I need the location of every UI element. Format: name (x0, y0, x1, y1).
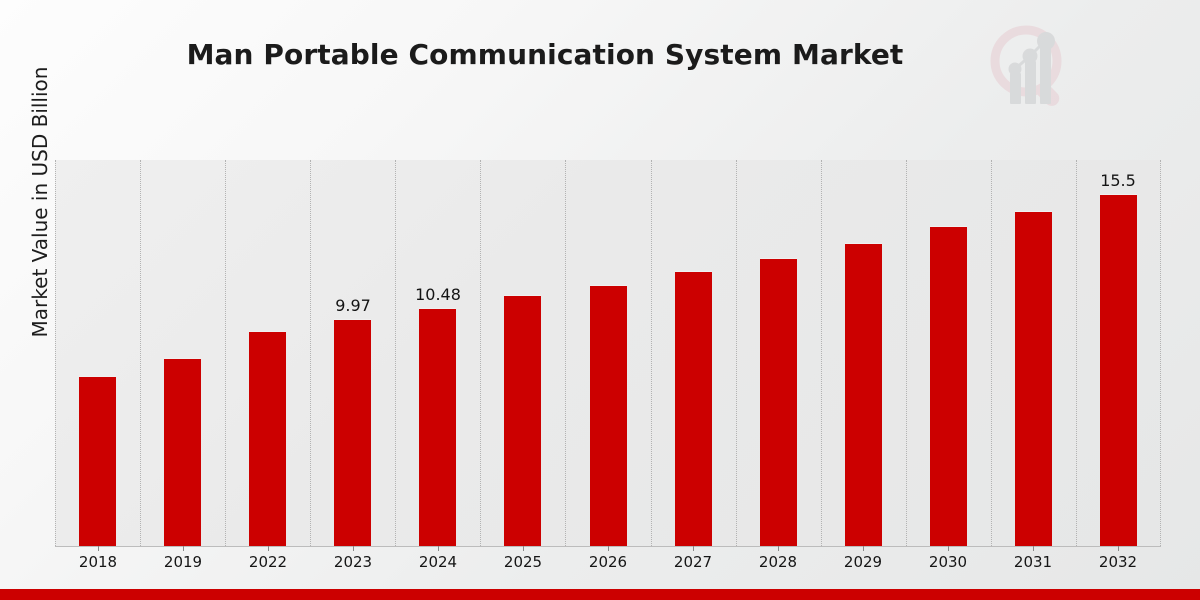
x-tick-2025 (523, 546, 524, 551)
bar-value-label-2023: 9.97 (335, 296, 371, 315)
x-tick-2032 (1118, 546, 1119, 551)
x-tick-2029 (863, 546, 864, 551)
x-axis-label-2022: 2022 (248, 553, 288, 571)
gridline (736, 160, 737, 546)
bar-2030[interactable] (930, 226, 967, 546)
gridline (480, 160, 481, 546)
gridline (1160, 160, 1161, 546)
x-axis-label-2032: 2032 (1098, 553, 1138, 571)
x-tick-2023 (353, 546, 354, 551)
bar-2024[interactable] (419, 308, 456, 546)
x-axis-label-2031: 2031 (1013, 553, 1053, 571)
bar-2019[interactable] (164, 358, 201, 546)
gridline (1076, 160, 1077, 546)
x-axis-label-2027: 2027 (673, 553, 713, 571)
gridline (565, 160, 566, 546)
x-axis-label-2024: 2024 (418, 553, 458, 571)
gridline (395, 160, 396, 546)
gridline (225, 160, 226, 546)
plot-area: 9.97 10.48 15.5 (55, 160, 1161, 547)
bar-2032[interactable] (1100, 194, 1137, 546)
bar-2018[interactable] (79, 376, 116, 546)
bar-2031[interactable] (1015, 211, 1052, 546)
x-tick-2030 (948, 546, 949, 551)
x-tick-2031 (1033, 546, 1034, 551)
bar-2029[interactable] (845, 243, 882, 546)
gridline (310, 160, 311, 546)
bar-2028[interactable] (760, 258, 797, 546)
page-title: Man Portable Communication System Market (186, 38, 904, 71)
bar-2023[interactable] (334, 319, 371, 546)
x-axis-label-2025: 2025 (503, 553, 543, 571)
gridline (55, 160, 56, 546)
x-axis-label-2026: 2026 (588, 553, 628, 571)
x-axis-label-2019: 2019 (163, 553, 203, 571)
bar-2025[interactable] (504, 295, 541, 546)
x-tick-2027 (693, 546, 694, 551)
gridline (821, 160, 822, 546)
x-tick-2024 (438, 546, 439, 551)
x-tick-2018 (98, 546, 99, 551)
gridline (651, 160, 652, 546)
x-tick-2026 (608, 546, 609, 551)
gridline (991, 160, 992, 546)
gridline (906, 160, 907, 546)
x-axis-label-2028: 2028 (758, 553, 798, 571)
gridline (140, 160, 141, 546)
footer-band (0, 589, 1200, 600)
x-tick-2019 (183, 546, 184, 551)
x-tick-2022 (268, 546, 269, 551)
bar-2022[interactable] (249, 331, 286, 546)
bar-2027[interactable] (675, 271, 712, 546)
x-axis-label-2018: 2018 (78, 553, 118, 571)
x-axis-label-2023: 2023 (333, 553, 373, 571)
magnifier-bar-chart-logo-icon (978, 16, 1082, 120)
x-axis-label-2030: 2030 (928, 553, 968, 571)
x-axis: 2018 2019 2022 2023 2024 2025 2026 2027 2028 2029… (55, 546, 1161, 576)
bar-value-label-2024: 10.48 (415, 285, 461, 304)
x-axis-label-2029: 2029 (843, 553, 883, 571)
x-tick-2028 (778, 546, 779, 551)
bar-value-label-2032: 15.5 (1100, 171, 1136, 190)
bar-2026[interactable] (590, 285, 627, 546)
y-axis-title: Market Value in USD Billion (28, 66, 52, 338)
